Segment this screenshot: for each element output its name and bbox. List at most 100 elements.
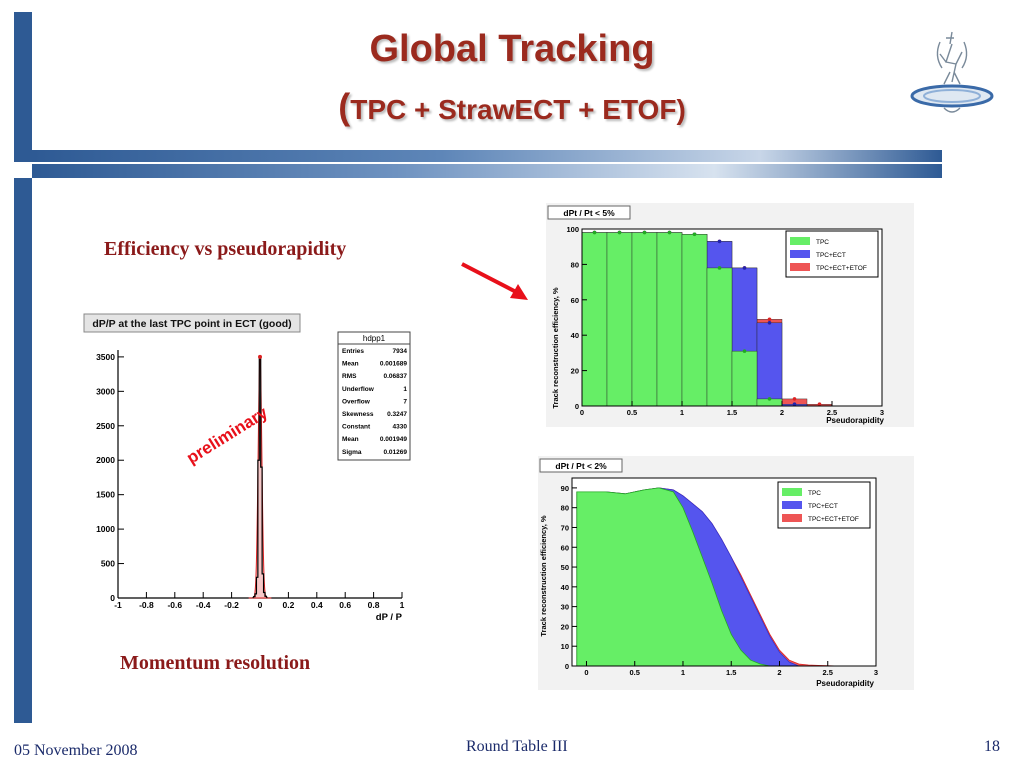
efficiency-marker — [817, 402, 822, 407]
stats-value: 7934 — [393, 348, 408, 355]
page-number: 18 — [984, 738, 1000, 755]
slide-title: Global Tracking — [369, 28, 655, 70]
efficiency-marker — [592, 230, 597, 235]
histogram-x-tick-label: 0.4 — [311, 600, 323, 610]
chart-2pct-y-tick-label: 30 — [561, 603, 569, 612]
histogram-y-tick-label: 2000 — [96, 455, 115, 465]
chart-2pct-y-tick-label: 50 — [561, 563, 569, 572]
stats-value: 0.001689 — [380, 361, 407, 368]
efficiency-marker — [767, 397, 772, 401]
efficiency-bar — [706, 267, 733, 407]
chart-5pct-x-tick-label: 2.5 — [827, 408, 837, 417]
histogram-x-tick-label: -0.4 — [196, 600, 211, 610]
chart-2pct-y-tick-label: 90 — [561, 484, 569, 493]
efficiency-marker — [792, 402, 797, 407]
chart-5pct-ylabel: Track reconstruction efficiency, % — [551, 287, 560, 408]
stats-box: hdpp1 Entries 7934 Mean 0.001689 RMS 0.06837 U… — [337, 331, 411, 461]
chart-5pct-y-tick-label: 100 — [566, 225, 579, 234]
chart-5pct-xlabel: Pseudorapidity — [826, 416, 884, 425]
histogram-y-tick-label: 2500 — [96, 421, 115, 431]
stats-label: Constant — [342, 424, 371, 431]
efficiency-marker — [667, 230, 672, 235]
efficiency-bar — [681, 234, 708, 407]
efficiency-marker — [767, 321, 772, 325]
caption-efficiency: Efficiency vs pseudorapidity — [104, 238, 347, 260]
stats-label: Mean — [342, 436, 359, 443]
chart-2pct-frame — [571, 477, 877, 667]
chart-2pct-y-tick-label: 70 — [561, 523, 569, 532]
efficiency-bar — [656, 232, 683, 407]
histogram-y-tick-label: 500 — [101, 559, 115, 569]
histogram-x-tick-label: 1 — [400, 600, 405, 610]
efficiency-bar — [731, 350, 758, 407]
histogram-x-tick-label: 0 — [258, 600, 263, 610]
footer-center: Round Table III — [466, 738, 568, 755]
chart-5pct-y-tick-label: 40 — [571, 331, 579, 340]
legend-swatch — [790, 237, 810, 245]
efficiency-chart-2pct: dPt / Pt < 2% 0 10 20 30 40 50 60 70 80 90 0 0.5 1 1.… — [538, 456, 914, 690]
legend-swatch — [790, 263, 810, 271]
chart-2pct-x-tick-label: 2.5 — [823, 668, 833, 677]
chart-2pct-x-tick-label: 1 — [681, 668, 685, 677]
legend-label: TPC+ECT+ETOF — [808, 516, 859, 523]
pointer-arrow — [461, 262, 528, 300]
histogram-y-tick-label: 0 — [110, 593, 115, 603]
chart-5pct-x-tick-label: 0.5 — [627, 408, 637, 417]
stats-label: Skewness — [342, 411, 374, 418]
subtitle-open-paren: ( — [338, 86, 351, 127]
legend-swatch — [782, 488, 802, 496]
efficiency-marker — [767, 317, 772, 322]
chart-5pct-x-tick-label: 1 — [680, 408, 684, 417]
chart-2pct-title: dPt / Pt < 2% — [555, 461, 607, 471]
chart-2pct-ylabel: Track reconstruction efficiency, % — [539, 515, 548, 636]
histogram-title: dP/P at the last TPC point in ECT (good) — [92, 318, 291, 330]
gradient-bar-lower — [32, 164, 942, 178]
efficiency-marker — [742, 266, 747, 270]
histogram-x-tick-label: 0.6 — [339, 600, 351, 610]
stats-label: RMS — [342, 373, 357, 380]
histogram-x-tick-label: -0.2 — [224, 600, 239, 610]
efficiency-marker — [692, 232, 697, 237]
histogram-y-tick-label: 1500 — [96, 490, 115, 500]
histogram-y-tick-label: 3500 — [96, 352, 115, 362]
stats-label: Mean — [342, 361, 359, 368]
chart-2pct-title-box — [539, 458, 623, 473]
efficiency-marker — [717, 266, 722, 270]
footer-date: 05 November 2008 — [14, 742, 138, 759]
stats-value: 1 — [403, 386, 407, 393]
efficiency-bar — [606, 232, 633, 407]
histogram-peak — [258, 354, 262, 359]
stats-value: 0.001949 — [380, 436, 407, 443]
chart-5pct-x-tick-label: 3 — [880, 408, 884, 417]
efficiency-marker — [617, 230, 622, 235]
chart-2pct-y-tick-label: 40 — [561, 583, 569, 592]
chart-5pct-x-tick-label: 0 — [580, 408, 584, 417]
chart-5pct-x-tick-label: 2 — [780, 408, 784, 417]
chart-5pct-y-tick-label: 60 — [571, 296, 579, 305]
histogram-y-tick-label: 3000 — [96, 386, 115, 396]
histogram-title-box — [83, 313, 301, 333]
efficiency-marker — [717, 239, 722, 244]
efficiency-bar — [581, 232, 608, 407]
legend-swatch — [782, 501, 802, 509]
chart-5pct-y-tick-label: 20 — [571, 367, 579, 376]
legend-label: TPC+ECT+ETOF — [816, 265, 867, 272]
stats-label: Sigma — [342, 449, 362, 456]
chart-5pct-title-box — [547, 205, 631, 220]
gradient-bar-upper — [32, 150, 942, 162]
chart-2pct-x-tick-label: 0 — [584, 668, 588, 677]
efficiency-marker — [742, 349, 747, 353]
legend-label: TPC — [816, 239, 829, 246]
chart-2pct-y-tick-label: 80 — [561, 504, 569, 513]
chart-2pct-xlabel: Pseudorapidity — [816, 679, 874, 688]
efficiency-bar — [756, 322, 783, 407]
chart-5pct-y-tick-label: 0 — [575, 402, 579, 411]
stats-value: 0.01269 — [384, 449, 408, 456]
chart-5pct-x-tick-label: 1.5 — [727, 408, 737, 417]
efficiency-bar — [631, 232, 658, 407]
chart-2pct-x-tick-label: 2 — [777, 668, 781, 677]
legend-label: TPC+ECT — [808, 503, 838, 510]
stats-value: 0.3247 — [387, 411, 407, 418]
caption-momentum: Momentum resolution — [120, 652, 311, 674]
